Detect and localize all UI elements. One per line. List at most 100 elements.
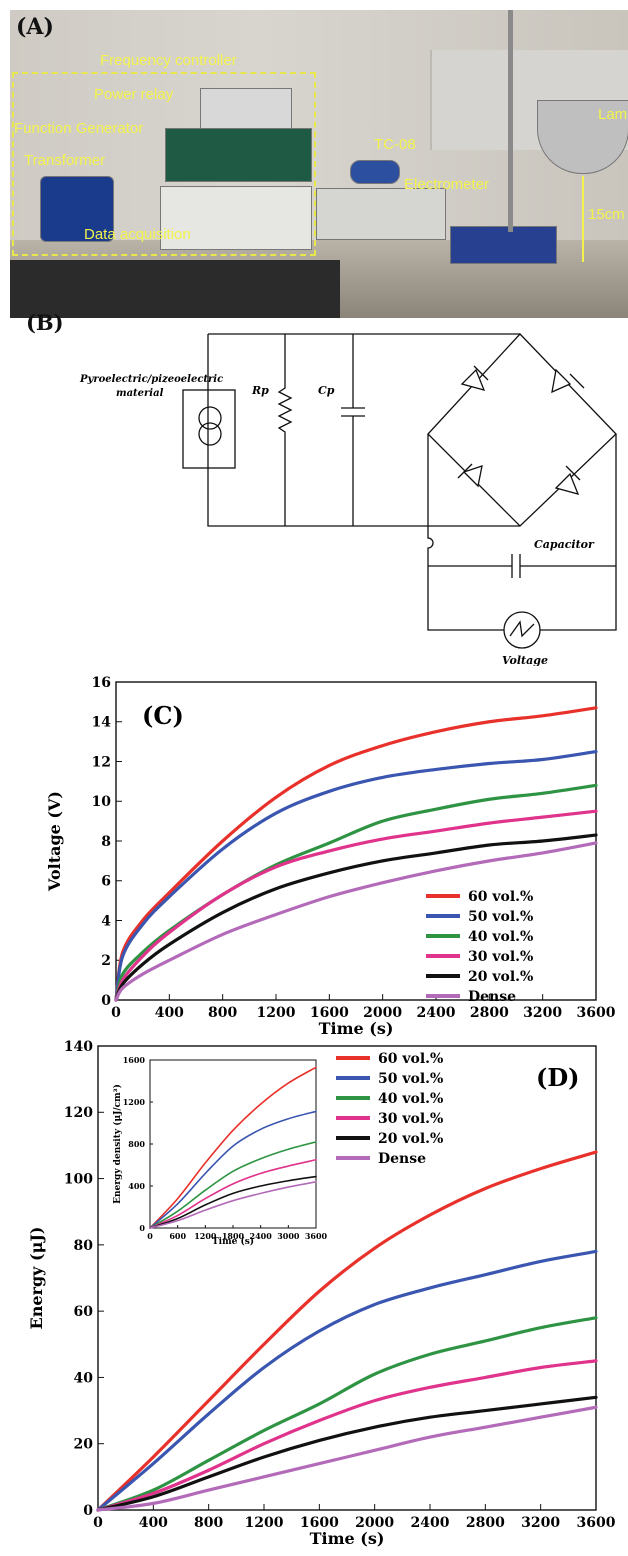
c-legend-label-3: 30 vol.%	[468, 949, 533, 965]
inset-y-tick-label: 0	[139, 1223, 145, 1233]
c-legend-label-0: 60 vol.%	[468, 889, 533, 905]
diode-bridge	[427, 333, 617, 527]
d-plot-frame	[97, 1045, 597, 1511]
wire-output-loop	[427, 434, 617, 631]
inset-x-tick-label: 600	[169, 1231, 186, 1241]
d-series-line-4	[96, 1395, 598, 1512]
wire-bottom	[207, 334, 520, 527]
c-series-line-2	[114, 783, 598, 1002]
current-source-circle-bottom	[198, 422, 222, 446]
label-tc08: TC-08	[374, 136, 416, 153]
c-y-tick-label: 4	[101, 913, 111, 929]
d-x-axis-label: Time (s)	[310, 1529, 385, 1548]
d-series-line-3	[96, 1359, 598, 1512]
d-legend-label-4: 20 vol.%	[378, 1131, 443, 1147]
label-material-line2: material	[116, 388, 164, 399]
d-x-tick-label: 1600	[300, 1515, 339, 1531]
label-distance: 15cm	[588, 206, 625, 223]
d-x-tick-label: 2800	[466, 1515, 505, 1531]
d-y-tick-label: 140	[64, 1039, 93, 1055]
inset-y-tick-label: 1600	[123, 1055, 146, 1065]
diode-bottom-right	[554, 465, 581, 495]
photo-distance-line	[582, 176, 584, 262]
current-source-box	[182, 389, 236, 469]
inset-y-tick-label: 400	[128, 1181, 145, 1191]
inset-series-line-5	[149, 1181, 317, 1229]
inset-series-line-0	[149, 1066, 317, 1229]
c-y-tick-label: 16	[92, 676, 111, 691]
label-material-line1: Pyroelectric/pizeoelectric	[79, 374, 223, 385]
diode-bottom-left	[457, 463, 483, 488]
inset-x-tick-label: 3600	[305, 1231, 328, 1241]
voltmeter-symbol	[509, 620, 535, 638]
inset-y-tick-label: 1200	[123, 1097, 146, 1107]
c-series-line-4	[114, 833, 598, 1002]
c-x-tick-label: 3600	[577, 1005, 616, 1021]
label-electrometer: Electrometer	[404, 176, 490, 193]
c-x-tick-label: 3200	[523, 1005, 562, 1021]
label-rp: Rp	[251, 384, 269, 397]
photo-dashed-outline	[12, 72, 316, 256]
d-x-tick-label: 1200	[245, 1515, 284, 1531]
photo-stand-base	[450, 226, 557, 264]
voltage-chart: 0 400 800 1200 1600 2000 2400 2800 3200 3600 0 2 4 6 8…	[45, 676, 616, 1038]
d-y-tick-label: 40	[74, 1370, 94, 1386]
diode-top-left	[460, 365, 489, 391]
c-series-line-0	[114, 706, 598, 1002]
current-source-circle-top	[198, 406, 222, 430]
d-y-tick-label: 0	[83, 1503, 93, 1519]
label-lamp: Lam	[598, 106, 628, 123]
inset-series-line-3	[149, 1158, 317, 1229]
photo-laptop	[10, 260, 340, 318]
inset-series-line-2	[149, 1141, 317, 1229]
inset-x-tick-label: 1800	[222, 1231, 245, 1241]
d-x-tick-label: 3600	[577, 1515, 616, 1531]
label-function-generator: Function Generator	[14, 120, 144, 137]
d-y-tick-label: 120	[64, 1105, 93, 1121]
c-y-tick-label: 6	[101, 874, 111, 890]
inset-x-tick-label: 2400	[250, 1231, 273, 1241]
d-x-tick-label: 800	[194, 1515, 223, 1531]
label-power-relay: Power relay	[94, 86, 174, 103]
c-x-axis-label: Time (s)	[319, 1019, 394, 1038]
d-series-line-1	[96, 1249, 598, 1512]
inset-x-tick-label: 3000	[277, 1231, 300, 1241]
inset-y-axis-label: Energy density (μJ/cm³)	[112, 1084, 123, 1204]
c-x-tick-label: 2000	[363, 1005, 402, 1021]
d-x-tick-label: 3200	[521, 1515, 560, 1531]
c-y-tick-label: 14	[92, 715, 112, 731]
photo-transformer	[40, 176, 114, 242]
c-series-line-3	[114, 809, 598, 1002]
label-transformer: Transformer	[24, 152, 106, 169]
photo-electrometer	[316, 188, 446, 240]
d-legend-label-3: 30 vol.%	[378, 1111, 443, 1127]
d-y-tick-label: 100	[64, 1171, 93, 1187]
inset-series-line-1	[149, 1110, 317, 1229]
d-legend-label-5: Dense	[378, 1151, 426, 1167]
c-series-line-1	[114, 749, 598, 1002]
voltmeter-circle	[503, 611, 541, 649]
c-y-tick-label: 2	[101, 953, 111, 969]
c-y-tick-label: 0	[101, 993, 111, 1009]
inset-x-tick-label: 0	[147, 1231, 153, 1241]
photo-lamp	[537, 100, 628, 174]
d-panel-tag: (D)	[536, 1063, 580, 1092]
d-series-line-5	[96, 1405, 598, 1512]
c-legend-label-2: 40 vol.%	[468, 929, 533, 945]
c-x-tick-label: 2400	[417, 1005, 456, 1021]
c-series-line-5	[114, 841, 598, 1002]
photo-stand-rod	[508, 10, 513, 232]
c-x-tick-label: 1200	[257, 1005, 296, 1021]
d-series-line-2	[96, 1316, 598, 1512]
photo-panel-a: (A) Frequency controller Power relay Fun…	[10, 10, 628, 318]
c-x-tick-label: 800	[208, 1005, 237, 1021]
d-x-tick-label: 0	[93, 1515, 103, 1531]
d-legend-label-0: 60 vol.%	[378, 1051, 443, 1067]
label-data-acquisition: Data acquisition	[84, 226, 191, 243]
circuit-diagram: Pyroelectric/pizeoelectric material Rp C…	[79, 333, 617, 666]
c-y-axis-label: Voltage (V)	[45, 791, 64, 892]
inset-y-tick-label: 800	[128, 1139, 145, 1149]
c-y-tick-label: 8	[101, 834, 111, 850]
diode-top-right	[551, 368, 585, 394]
d-y-tick-label: 80	[74, 1238, 94, 1254]
